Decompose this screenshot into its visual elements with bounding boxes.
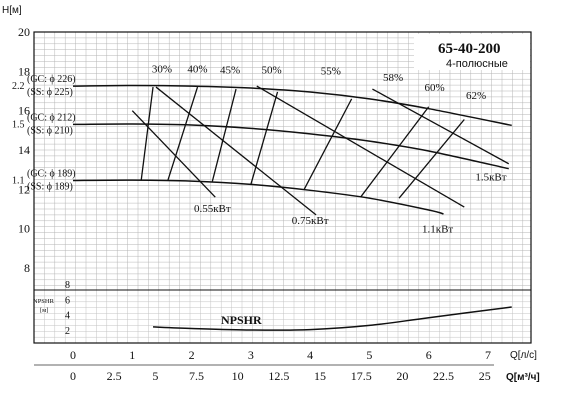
- efficiency-line: [140, 86, 154, 181]
- y-tick-label: 8: [24, 261, 30, 275]
- power-label: 0.75кВт: [292, 215, 329, 227]
- x-tick-label-ls: 5: [366, 348, 372, 362]
- impeller-ss-label: (SS: ϕ 210): [27, 125, 73, 136]
- efficiency-line: [360, 106, 430, 198]
- title-box-frame: [414, 34, 530, 70]
- npsh-tick-label: 8: [65, 280, 70, 291]
- x-tick-label-ls: 4: [307, 348, 313, 362]
- impeller-ss-label: (SS: ϕ 189): [27, 181, 73, 192]
- impeller-gc-label: (GC: ϕ 212): [27, 112, 76, 123]
- efficiency-label: 45%: [220, 64, 240, 76]
- impeller-power-label: 2.2: [12, 81, 25, 92]
- efficiency-label: 55%: [321, 65, 341, 77]
- chart-title: 65-40-200: [438, 41, 501, 57]
- x-tick-label-m3h: 7.5: [189, 369, 204, 383]
- x-tick-label-m3h: 5: [152, 369, 158, 383]
- efficiency-line: [398, 119, 465, 199]
- power-line: [155, 86, 317, 216]
- npsh-tick-label: 6: [65, 295, 70, 306]
- x-tick-label-m3h: 25: [479, 369, 491, 383]
- power-label: 1.5кВт: [475, 171, 506, 183]
- x-tick-label-m3h: 2.5: [107, 369, 122, 383]
- y-tick-label: 16: [18, 104, 30, 118]
- y-axis-label: H[м]: [2, 5, 22, 16]
- x-tick-label-m3h: 17.5: [351, 369, 372, 383]
- x-axis-ls-label: Q[л/с]: [510, 350, 537, 361]
- x-tick-label-ls: 6: [426, 348, 432, 362]
- impeller-gc-label: (GC: ϕ 226): [27, 74, 76, 85]
- power-label: 0.55кВт: [194, 203, 231, 215]
- title-box: 65-40-200 4-полюсные: [414, 34, 530, 70]
- chart-curves: 2.2(GC: ϕ 226) (SS: ϕ 225) 1.5(GC: ϕ 212) (…: [12, 63, 512, 331]
- y-tick-label: 12: [18, 182, 30, 196]
- x-axis-m3h-label: Q[м³/ч]: [506, 372, 540, 383]
- impeller-power-label: 1.1: [12, 175, 25, 186]
- efficiency-line: [211, 88, 237, 182]
- x-tick-label-ls: 2: [189, 348, 195, 362]
- power-line: [256, 85, 465, 208]
- x-tick-label-ls: 7: [485, 348, 491, 362]
- x-tick-label-ls: 1: [129, 348, 135, 362]
- impeller-ss-label: (SS: ϕ 225): [27, 87, 73, 98]
- npsh-axis-label-line1: NPSHR: [33, 298, 55, 305]
- y-tick-label: 18: [18, 64, 30, 78]
- y-tick-label: 20: [18, 25, 30, 39]
- x-tick-label-ls: 3: [248, 348, 254, 362]
- power-line: [372, 88, 510, 165]
- efficiency-line: [250, 91, 279, 185]
- impeller-curve: [72, 123, 509, 170]
- npsh-tick-label: 4: [65, 311, 70, 322]
- efficiency-label: 62%: [466, 90, 486, 102]
- efficiency-label: 50%: [262, 64, 282, 76]
- efficiency-label: 58%: [383, 72, 403, 84]
- x-tick-label-m3h: 0: [70, 369, 76, 383]
- x-tick-label-ls: 0: [70, 348, 76, 362]
- chart-frame: [33, 31, 532, 344]
- x-tick-label-m3h: 22.5: [433, 369, 454, 383]
- efficiency-line: [167, 86, 199, 181]
- power-label: 1.1кВт: [422, 224, 453, 236]
- power-line: [131, 110, 216, 198]
- npsh-label: NPSHR: [221, 313, 262, 327]
- efficiency-line: [303, 98, 353, 190]
- efficiency-label: 30%: [152, 63, 172, 75]
- npsh-curve: [153, 306, 512, 331]
- chart-subtitle: 4-полюсные: [446, 58, 508, 70]
- x-tick-label-m3h: 10: [232, 369, 244, 383]
- impeller-gc-label: (GC: ϕ 189): [27, 168, 76, 179]
- x-tick-label-m3h: 12.5: [268, 369, 289, 383]
- npsh-axis-label-line2: [м]: [40, 307, 48, 314]
- x-tick-label-m3h: 15: [314, 369, 326, 383]
- efficiency-label: 60%: [425, 82, 445, 94]
- efficiency-label: 40%: [187, 63, 207, 75]
- impeller-curve: [72, 84, 512, 127]
- npsh-tick-label: 2: [65, 326, 70, 337]
- x-tick-label-m3h: 20: [396, 369, 408, 383]
- impeller-power-label: 1.5: [12, 119, 25, 130]
- y-tick-label: 14: [18, 143, 30, 157]
- y-tick-label: 10: [18, 222, 30, 236]
